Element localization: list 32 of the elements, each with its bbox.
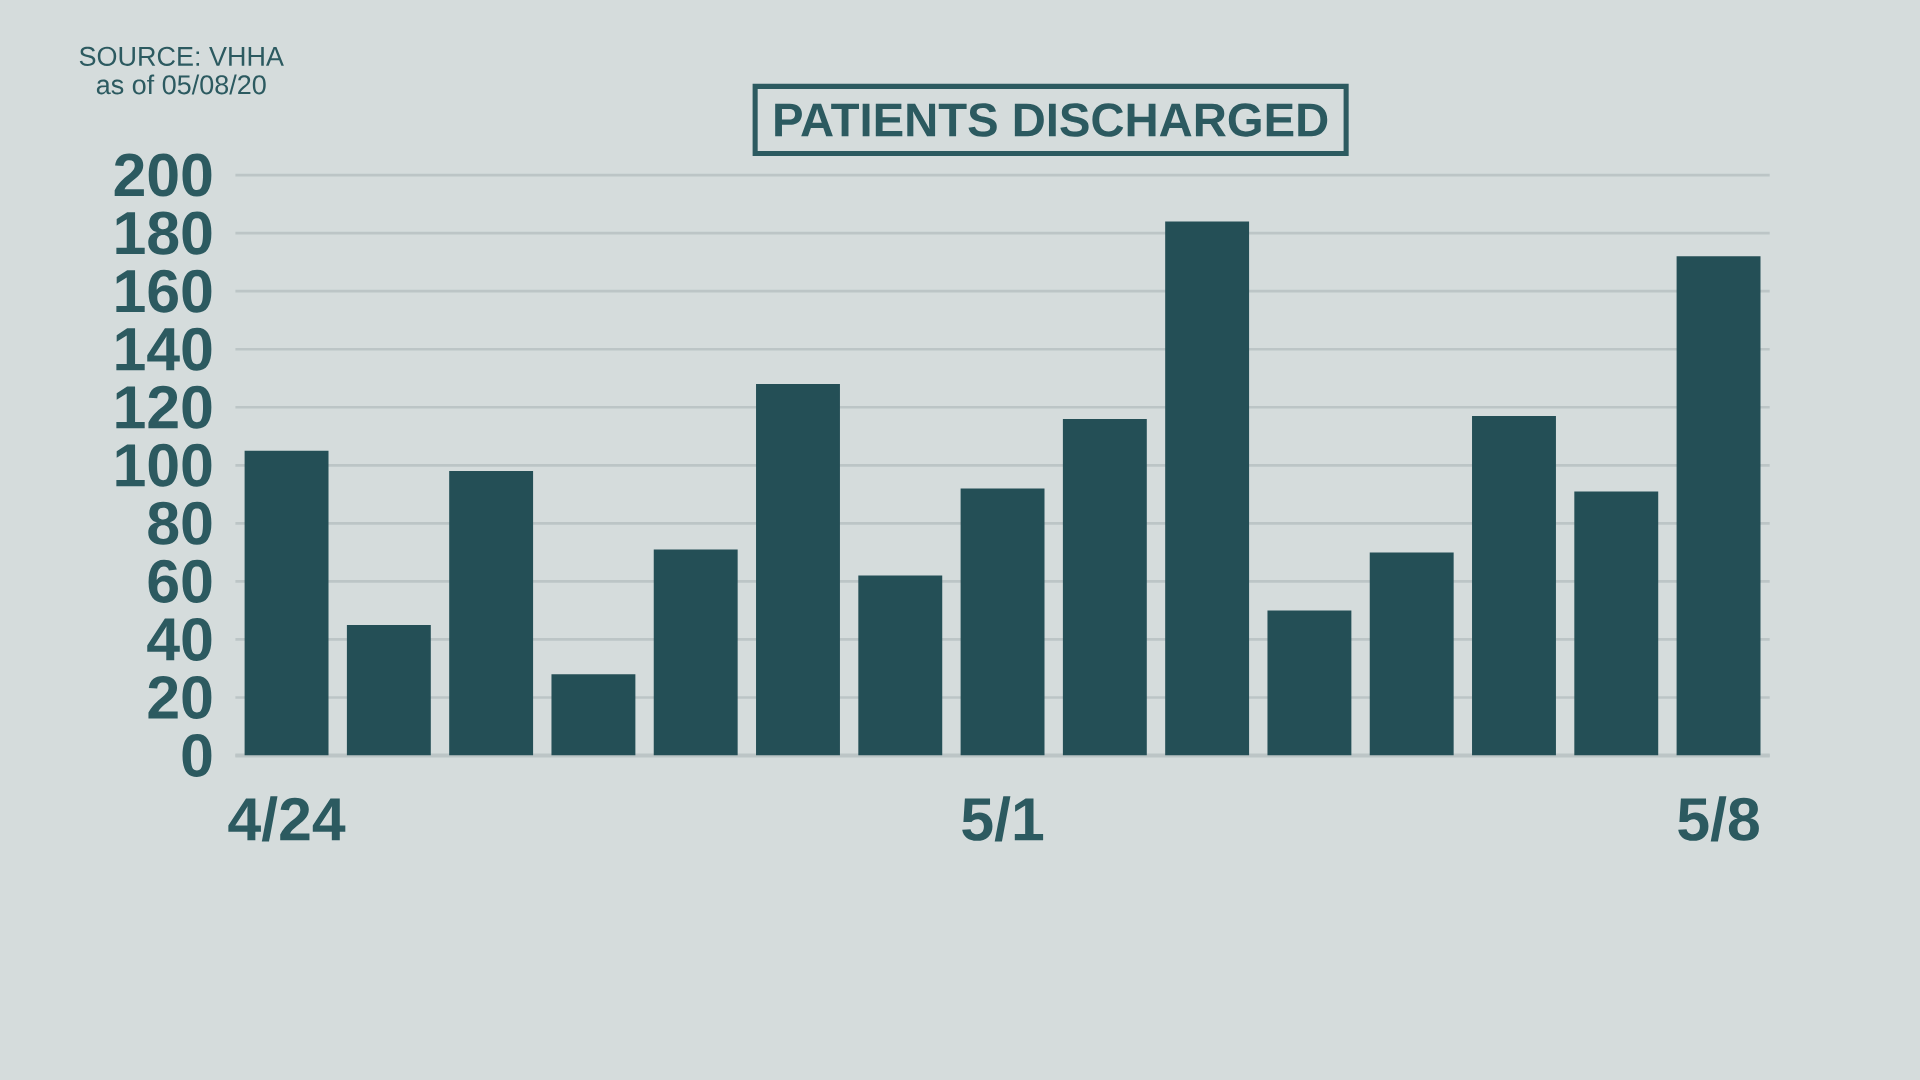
bar [244, 450, 329, 756]
bar [346, 624, 431, 756]
y-tick-label: 80 [148, 501, 212, 545]
bar [1472, 415, 1556, 756]
y-tick-label: 180 [116, 211, 212, 255]
bar [960, 488, 1045, 756]
bar [1369, 552, 1454, 756]
bar [858, 575, 943, 756]
y-tick-label: 40 [147, 617, 212, 661]
source-note: SOURCE: VHHA [79, 46, 284, 66]
x-tick-label: 4/24 [228, 796, 346, 842]
bar [1062, 418, 1147, 756]
y-tick-label: 100 [116, 443, 212, 487]
y-tick-label: 140 [116, 327, 212, 371]
bar [653, 549, 738, 756]
y-tick-label: 0 [182, 733, 212, 778]
y-tick-label: 160 [116, 269, 212, 313]
y-tick-label: 200 [114, 153, 212, 197]
bar [1267, 610, 1352, 756]
chart-title: PATIENTS DISCHARGED [775, 103, 1328, 137]
bar [1574, 491, 1659, 756]
y-tick-label: 60 [148, 559, 212, 603]
bar [756, 384, 840, 756]
x-tick-label: 5/8 [1678, 796, 1759, 842]
y-tick-label: 20 [148, 675, 212, 719]
text: as of 05/08/20 [96, 74, 266, 95]
x-tick-label: 5/1 [962, 796, 1044, 842]
bar [1165, 221, 1250, 756]
bar [551, 674, 636, 756]
y-tick-label: 120 [116, 385, 212, 429]
bar [449, 471, 534, 756]
bar [1676, 256, 1761, 756]
